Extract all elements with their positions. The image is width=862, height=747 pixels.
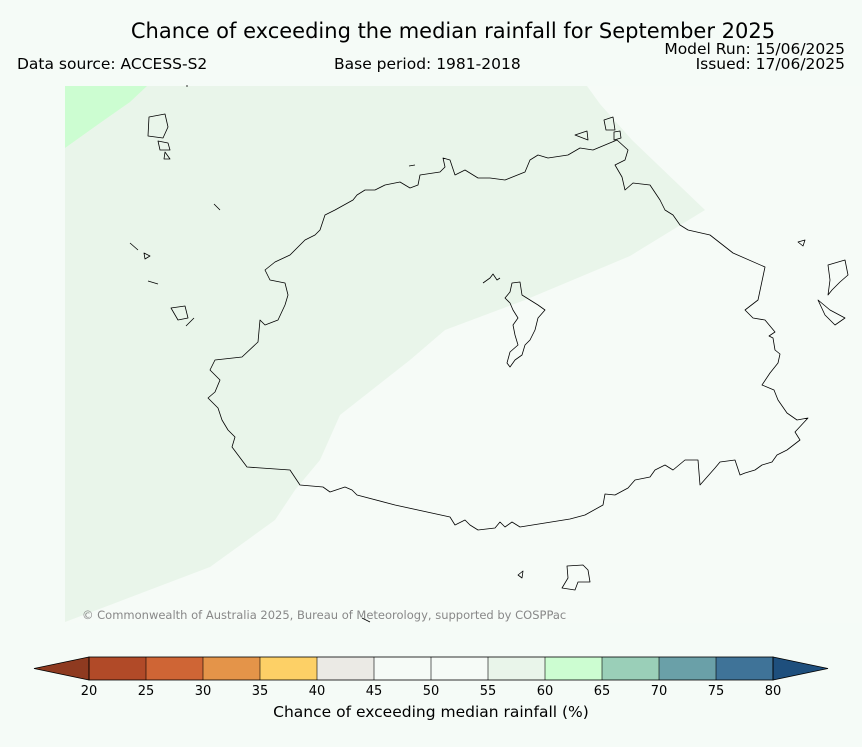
rainfall-map [65, 85, 849, 623]
island-w-5 [170, 305, 189, 321]
island-s-1 [517, 570, 524, 579]
island-nw-1 [147, 113, 169, 139]
colorbar-bin-55-60 [488, 657, 546, 680]
colorbar-tick-label: 60 [537, 684, 554, 699]
colorbar-bin-25-30 [146, 657, 204, 680]
island-e-3 [817, 299, 846, 326]
island-ne-3 [613, 130, 622, 141]
colorbar-tick-label: 45 [366, 684, 383, 699]
colorbar-bin-45-50 [374, 657, 432, 680]
data-source-label: Data source: ACCESS-S2 [17, 55, 208, 73]
colorbar-bin-75-80 [716, 657, 774, 680]
colorbar-tick-label: 65 [594, 684, 611, 699]
colorbar-label: Chance of exceeding median rainfall (%) [273, 703, 589, 721]
colorbar-tick-label: 50 [423, 684, 440, 699]
central-island [504, 281, 546, 368]
colorbar-bin-70-75 [659, 657, 717, 680]
colorbar-tick-label: 25 [138, 684, 155, 699]
colorbar-tick-label: 30 [195, 684, 212, 699]
island-w-3 [143, 252, 151, 260]
island-ne-1 [574, 130, 589, 141]
colorbar-tick-label: 55 [480, 684, 497, 699]
colorbar-bin-35-40 [260, 657, 318, 680]
colorbar-bin-50-55 [431, 657, 489, 680]
colorbar-bin-40-45 [317, 657, 375, 680]
region-55-60 [65, 86, 705, 622]
island-e-1 [797, 239, 806, 247]
colorbar-over-triangle [772, 656, 829, 681]
lagoon-outline [207, 139, 809, 531]
island-s-3 [361, 617, 371, 623]
island-ne-2 [603, 116, 616, 131]
island-w-6 [185, 317, 195, 327]
island-w-1 [213, 203, 221, 211]
colorbar-tick-label: 20 [81, 684, 98, 699]
island-w-4 [147, 280, 159, 285]
model-run-label: Model Run: 15/06/2025 [664, 40, 845, 58]
colorbar-tick-label: 35 [252, 684, 269, 699]
colorbar-bin-60-65 [545, 657, 603, 680]
region-60-65 [65, 86, 147, 148]
island-n-1 [408, 164, 416, 167]
island-e-2 [827, 259, 849, 296]
colorbar-frame [88, 656, 774, 681]
colorbar-bin-20-25 [89, 657, 147, 680]
colorbar-ticks: 20 25 30 35 40 45 50 55 60 65 70 75 80 [81, 684, 782, 699]
colorbar-tick-label: 80 [765, 684, 782, 699]
colorbar-tick-label: 75 [708, 684, 725, 699]
island-w-2 [129, 242, 139, 251]
issued-label: Issued: 17/06/2025 [695, 55, 845, 73]
base-period-label: Base period: 1981-2018 [334, 55, 521, 73]
colorbar-bin-30-35 [203, 657, 261, 680]
island-s-2 [561, 564, 591, 591]
central-islet [482, 273, 501, 284]
colorbar-bin-65-70 [602, 657, 660, 680]
colorbar-bins [89, 657, 774, 680]
map-title: Chance of exceeding the median rainfall … [130, 19, 776, 43]
colorbar: 20 25 30 35 40 45 50 55 60 65 70 75 80 [33, 656, 829, 699]
island-nw-3 [163, 151, 171, 160]
island-nw-2 [157, 140, 171, 151]
colorbar-under-triangle [33, 656, 90, 681]
copyright-credit: © Commonwealth of Australia 2025, Bureau… [82, 608, 567, 622]
colorbar-tick-label: 40 [309, 684, 326, 699]
colorbar-tick-label: 70 [651, 684, 668, 699]
